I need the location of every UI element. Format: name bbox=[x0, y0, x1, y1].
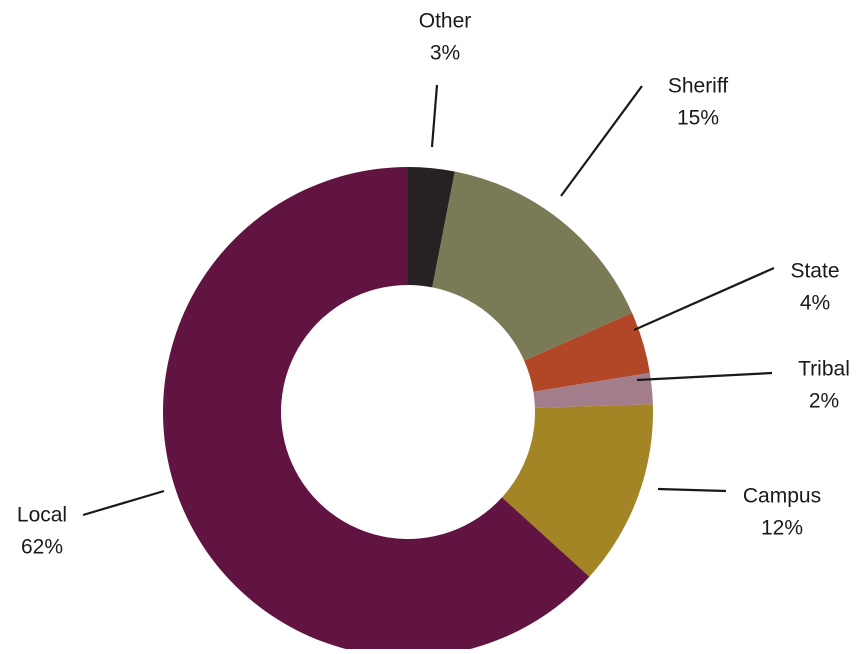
slice-name-label-state: State bbox=[790, 260, 839, 283]
slice-value-label-state: 4% bbox=[800, 292, 830, 315]
leader-line-state bbox=[633, 266, 775, 332]
slice-tribal bbox=[533, 372, 653, 408]
slice-sheriff bbox=[432, 171, 633, 361]
leader-line-other bbox=[430, 84, 439, 148]
slice-name-label-tribal: Tribal bbox=[798, 358, 850, 381]
slice-value-label-sheriff: 15% bbox=[677, 107, 719, 130]
slice-name-label-sheriff: Sheriff bbox=[668, 75, 728, 98]
slice-value-label-other: 3% bbox=[430, 42, 460, 65]
slice-state bbox=[524, 312, 650, 392]
slice-local bbox=[163, 167, 590, 654]
slice-value-label-local: 62% bbox=[21, 536, 63, 559]
leader-line-campus bbox=[657, 487, 727, 493]
slice-other bbox=[408, 167, 455, 288]
leader-line-sheriff bbox=[560, 85, 643, 197]
leader-line-local bbox=[82, 489, 165, 517]
slice-name-label-other: Other bbox=[419, 10, 472, 33]
labels-layer: Other 3% Sheriff 15% State 4% Tribal 2% Campus 12… bbox=[17, 10, 850, 559]
leader-lines-layer bbox=[82, 84, 775, 517]
slice-campus bbox=[502, 404, 653, 577]
leader-line-tribal bbox=[636, 371, 773, 382]
slice-name-label-local: Local bbox=[17, 504, 67, 527]
slice-value-label-campus: 12% bbox=[761, 517, 803, 540]
slice-value-label-tribal: 2% bbox=[809, 390, 839, 413]
slice-name-label-campus: Campus bbox=[743, 485, 821, 508]
slices-layer bbox=[163, 167, 653, 654]
